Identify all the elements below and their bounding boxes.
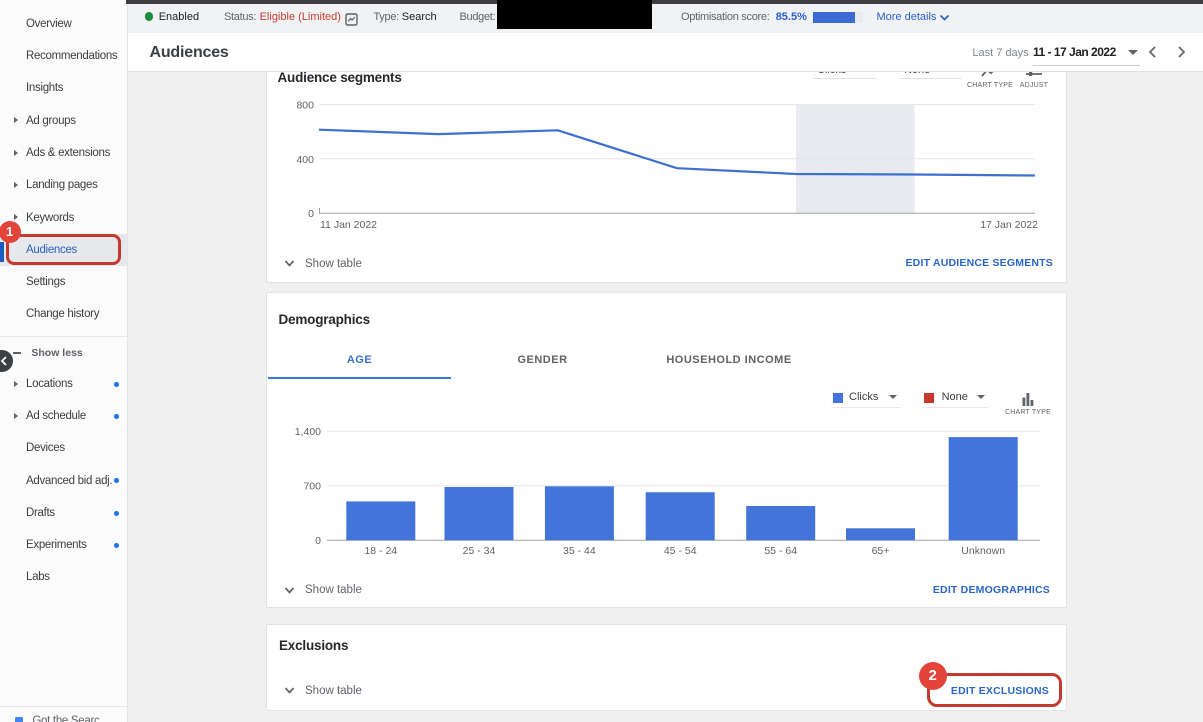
svg-text:55 - 64: 55 - 64 [764, 545, 797, 557]
svg-text:25 - 34: 25 - 34 [463, 545, 496, 557]
svg-text:17 Jan 2022: 17 Jan 2022 [980, 219, 1038, 231]
svg-text:11 Jan 2022: 11 Jan 2022 [320, 219, 377, 231]
svg-text:35 - 44: 35 - 44 [563, 545, 596, 557]
svg-text:700: 700 [303, 481, 321, 493]
svg-text:65+: 65+ [872, 545, 890, 557]
svg-text:0: 0 [315, 535, 321, 547]
svg-text:1,400: 1,400 [295, 426, 321, 438]
svg-text:45 - 54: 45 - 54 [664, 545, 697, 557]
svg-text:800: 800 [296, 100, 314, 112]
svg-text:0: 0 [308, 208, 314, 220]
svg-text:400: 400 [296, 154, 314, 166]
svg-text:18 - 24: 18 - 24 [364, 545, 397, 557]
svg-text:Unknown: Unknown [961, 545, 1005, 557]
